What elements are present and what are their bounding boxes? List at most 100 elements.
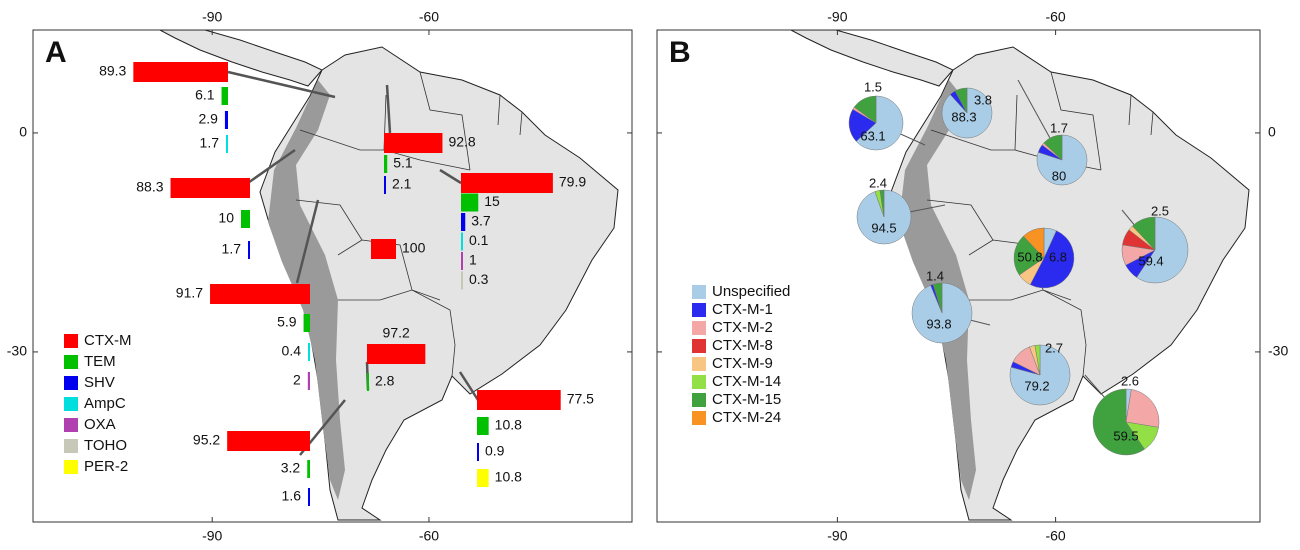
bar [308, 372, 310, 390]
pie-value-label: 50.8 [1017, 249, 1042, 264]
bar [210, 284, 310, 304]
bar-value-label: 100 [402, 240, 426, 256]
bar-value-label: 0.4 [282, 343, 302, 359]
legend-label: CTX-M-14 [712, 373, 781, 390]
panel-label: B [669, 36, 691, 69]
bar [384, 176, 386, 194]
legend-label: SHV [84, 374, 115, 391]
bar-value-label: 0.1 [469, 232, 489, 248]
legend-label: CTX-M-15 [712, 391, 781, 408]
bar-value-label: 1.6 [282, 488, 302, 504]
pie-value-label: 59.5 [1113, 428, 1138, 443]
pie-value-label: 59.4 [1138, 253, 1163, 268]
bar-value-label: 97.2 [383, 325, 410, 341]
pie-value-label: 6.8 [1049, 249, 1067, 264]
pie-value-label: 88.3 [951, 109, 976, 124]
pie-value-label: 2.7 [1045, 340, 1063, 355]
bar [308, 343, 310, 361]
legend-swatch [692, 303, 706, 317]
legend-swatch [692, 393, 706, 407]
legend-label: PER-2 [84, 458, 128, 475]
legend-label: Unspecified [712, 283, 790, 300]
legend-label: CTX-M-2 [712, 319, 773, 336]
bar-value-label: 2.1 [392, 176, 412, 192]
legend-label: OXA [84, 416, 116, 433]
bar [241, 210, 250, 228]
legend-swatch [64, 355, 78, 369]
y-tick-label: 0 [1268, 124, 1276, 140]
panel-label: A [45, 36, 67, 69]
bar [477, 417, 489, 435]
legend-swatch [692, 321, 706, 335]
legend-label: CTX-M-24 [712, 409, 781, 426]
bar-value-label: 10.8 [495, 469, 522, 485]
bar-value-label: 6.1 [195, 87, 215, 103]
bar-value-label: 92.8 [448, 134, 475, 150]
pie-value-label: 93.8 [926, 316, 951, 331]
legend-swatch [64, 439, 78, 453]
bar [461, 233, 463, 251]
bar [225, 111, 228, 129]
pie-value-label: 1.7 [1050, 120, 1068, 135]
legend-swatch [692, 357, 706, 371]
x-tick-label: -60 [419, 9, 439, 25]
pie-value-label: 2.5 [1151, 203, 1169, 218]
legend-label: TEM [84, 353, 116, 370]
legend-label: CTX-M-8 [712, 337, 773, 354]
bar-value-label: 88.3 [136, 179, 163, 195]
bar [308, 488, 310, 506]
y-tick-label: -30 [7, 343, 27, 359]
bar-value-label: 0.3 [469, 271, 489, 287]
bar-value-label: 1 [469, 252, 477, 268]
bar-value-label: 10.8 [495, 417, 522, 433]
x-tick-label: -60 [1045, 528, 1065, 544]
bar [477, 469, 489, 487]
bar [171, 178, 250, 198]
bar-value-label: 2.9 [198, 111, 218, 127]
pie-value-label: 1.4 [926, 268, 944, 283]
bar [222, 87, 228, 105]
bar-value-label: 77.5 [567, 391, 594, 407]
bar-value-label: 10 [218, 210, 234, 226]
pie-value-label: 63.1 [860, 128, 885, 143]
bar-value-label: 91.7 [176, 285, 203, 301]
x-tick-label: -90 [202, 9, 222, 25]
legend-swatch [692, 285, 706, 299]
x-tick-label: -60 [1045, 9, 1065, 25]
legend-label: CTX-M [84, 332, 132, 349]
pie-slice [1126, 389, 1159, 427]
pie-value-label: 2.4 [869, 175, 887, 190]
bar [461, 173, 553, 193]
bar [477, 390, 561, 410]
bar [227, 431, 310, 451]
y-tick-label: -30 [1268, 343, 1288, 359]
legend-swatch [64, 460, 78, 474]
pie-value-label: 2.6 [1121, 373, 1139, 388]
bar-value-label: 0.9 [485, 443, 505, 459]
bar [367, 373, 369, 391]
bar [248, 241, 250, 259]
x-tick-label: -90 [827, 9, 847, 25]
bar [384, 155, 387, 173]
legend-swatch [64, 418, 78, 432]
bar [461, 194, 478, 212]
bar [477, 443, 479, 461]
bar-value-label: 15 [484, 193, 500, 209]
legend-swatch [692, 411, 706, 425]
bar [307, 460, 310, 478]
legend-swatch [692, 375, 706, 389]
bar [461, 252, 463, 270]
bar-value-label: 95.2 [193, 432, 220, 448]
x-tick-label: -90 [202, 528, 222, 544]
bar-value-label: 3.7 [471, 213, 491, 229]
bar-value-label: 2 [293, 372, 301, 388]
legend-swatch [692, 339, 706, 353]
bar-value-label: 89.3 [99, 63, 126, 79]
bar-value-label: 3.2 [281, 460, 301, 476]
pie-value-label: 3.8 [974, 92, 992, 107]
pie-value-label: 80 [1052, 168, 1066, 183]
legend-swatch [64, 376, 78, 390]
bar [384, 133, 442, 153]
legend-label: CTX-M-9 [712, 355, 773, 372]
bar-value-label: 2.8 [375, 373, 395, 389]
